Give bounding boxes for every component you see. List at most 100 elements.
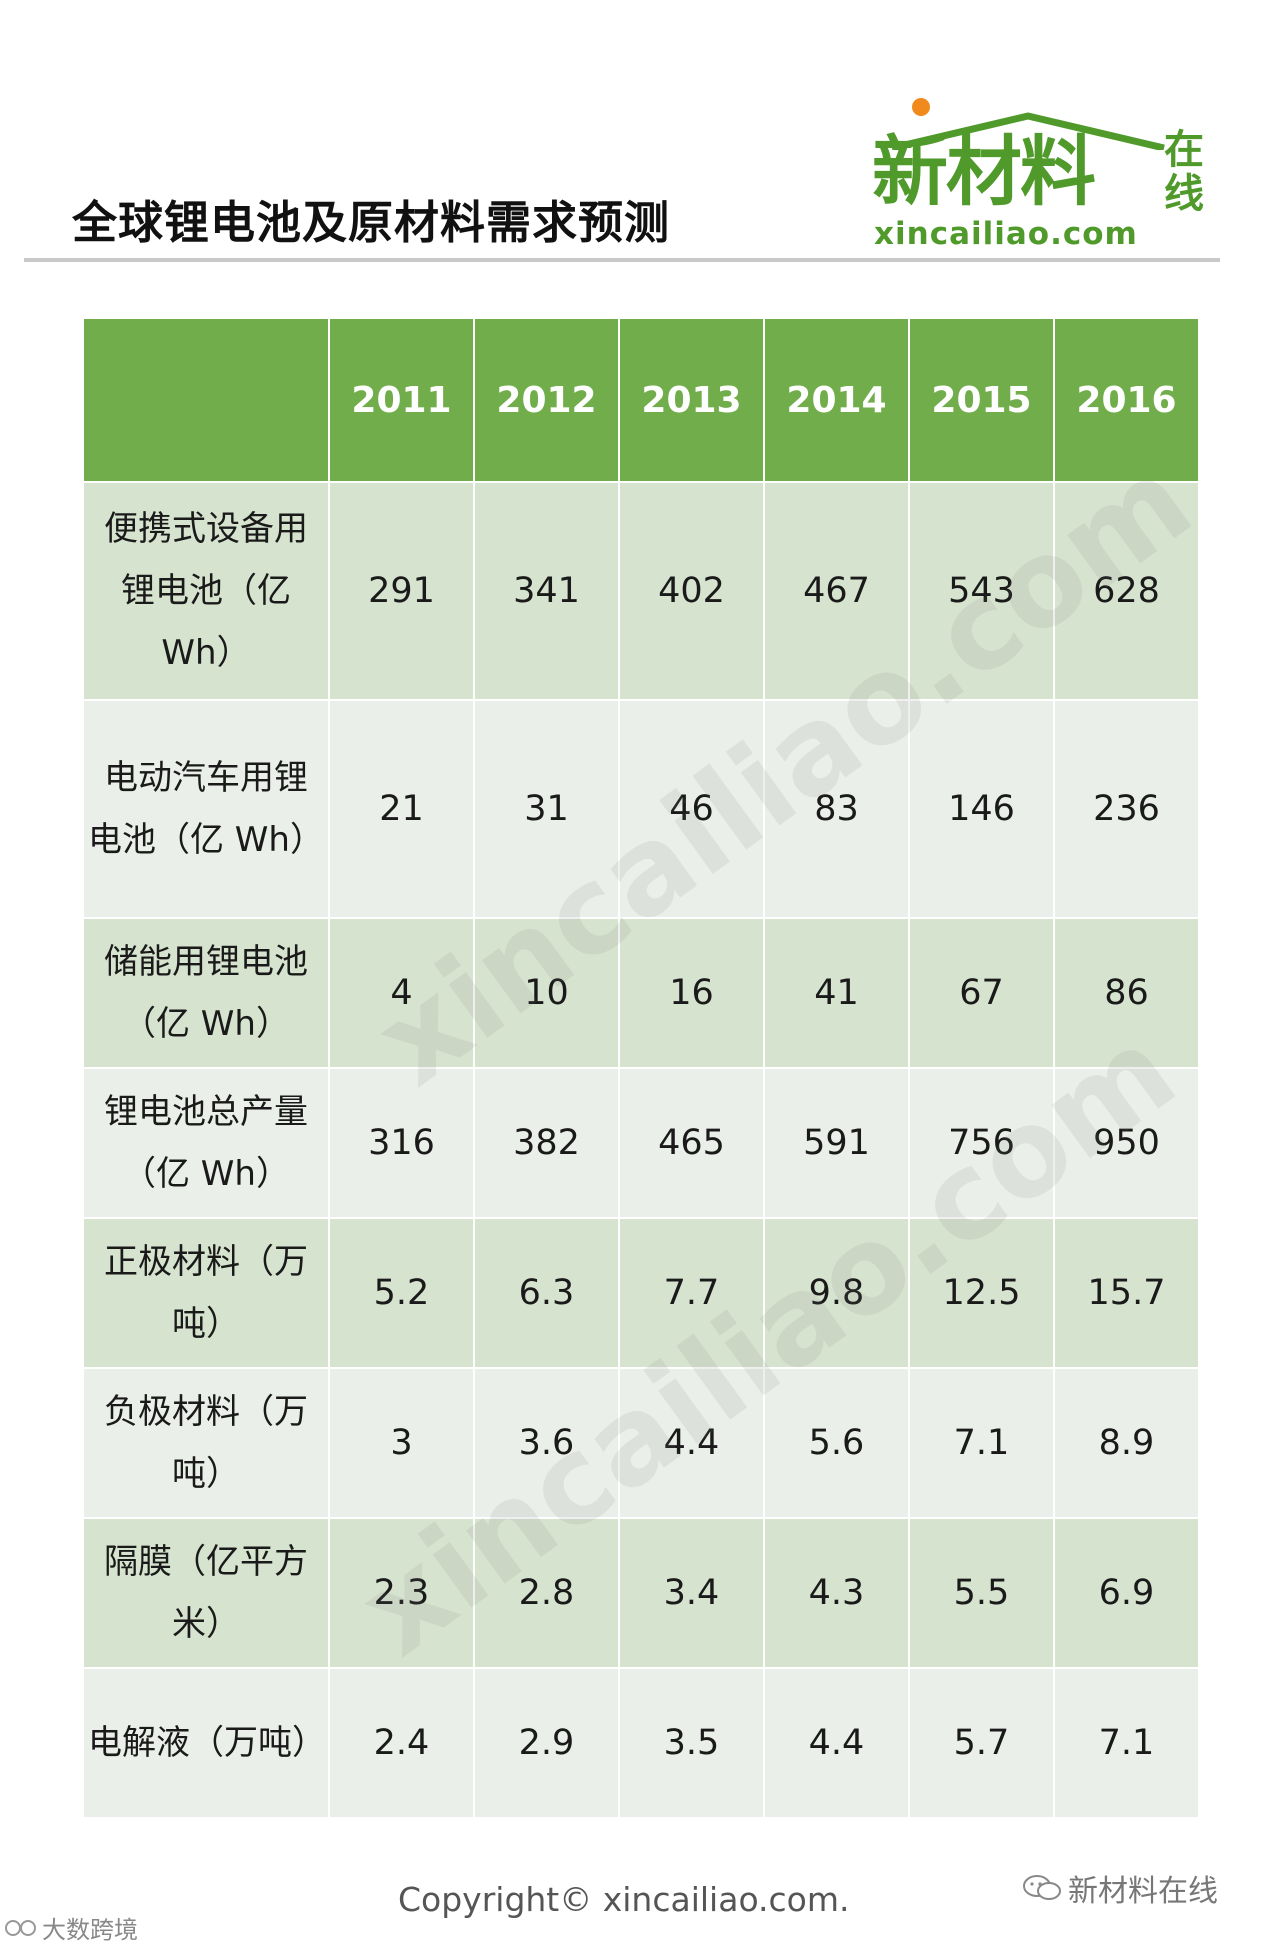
table-cell: 5.2 — [328, 1217, 475, 1369]
row-label-line: 电解液（万吨） — [88, 1723, 326, 1763]
forecast-table: 2011 2012 2013 2014 2015 2016 便携式设备用 锂电池（… — [82, 317, 1200, 1819]
row-label: 便携式设备用 锂电池（亿 Wh） — [82, 481, 330, 701]
table-cell: 756 — [908, 1067, 1055, 1219]
table-cell: 6.9 — [1053, 1517, 1200, 1669]
table-cell: 16 — [618, 917, 765, 1069]
header-cell — [82, 317, 330, 483]
row-label: 锂电池总产量 （亿 Wh） — [82, 1067, 330, 1219]
table-cell: 83 — [763, 699, 910, 919]
table-cell: 591 — [763, 1067, 910, 1219]
header-cell-year: 2014 — [763, 317, 910, 483]
table-row: 负极材料（万 吨） 3 3.6 4.4 5.6 7.1 8.9 — [82, 1367, 1200, 1519]
table-header-row: 2011 2012 2013 2014 2015 2016 — [82, 317, 1200, 483]
row-label-line: Wh） — [161, 633, 251, 673]
roof-icon — [891, 112, 1165, 150]
row-label-line: 锂电池总产量 — [104, 1092, 308, 1132]
table-cell: 67 — [908, 917, 1055, 1069]
table-cell: 341 — [473, 481, 620, 701]
table-cell: 15.7 — [1053, 1217, 1200, 1369]
table-cell: 4.3 — [763, 1517, 910, 1669]
table-cell: 543 — [908, 481, 1055, 701]
logo-side-text: 在线 — [1164, 127, 1204, 217]
wechat-icon — [1023, 1875, 1061, 1900]
page-title: 全球锂电池及原材料需求预测 — [72, 196, 671, 249]
table-row: 储能用锂电池 （亿 Wh） 4 10 16 41 67 86 — [82, 917, 1200, 1069]
table-cell: 6.3 — [473, 1217, 620, 1369]
table-cell: 31 — [473, 699, 620, 919]
table-cell: 382 — [473, 1067, 620, 1219]
brand-logo: 新材料 在线 xincailiao.com — [868, 92, 1208, 252]
table-row: 锂电池总产量 （亿 Wh） 316 382 465 591 756 950 — [82, 1067, 1200, 1219]
table-cell: 5.6 — [763, 1367, 910, 1519]
table-cell: 8.9 — [1053, 1367, 1200, 1519]
table-cell: 2.3 — [328, 1517, 475, 1669]
row-label: 电动汽车用锂 电池（亿 Wh） — [82, 699, 330, 919]
header-cell-year: 2016 — [1053, 317, 1200, 483]
row-label-line: 电池（亿 Wh） — [88, 820, 324, 860]
header-cell-year: 2012 — [473, 317, 620, 483]
table-cell: 467 — [763, 481, 910, 701]
table-cell: 9.8 — [763, 1217, 910, 1369]
table-cell: 5.7 — [908, 1667, 1055, 1819]
row-label-line: 正极材料（万 — [104, 1242, 308, 1282]
source-logo-icon — [5, 1919, 36, 1936]
table-row: 电动汽车用锂 电池（亿 Wh） 21 31 46 83 146 236 — [82, 699, 1200, 919]
row-label: 电解液（万吨） — [82, 1667, 330, 1819]
table-cell: 10 — [473, 917, 620, 1069]
logo-domain: xincailiao.com — [874, 216, 1138, 252]
table-cell: 2.8 — [473, 1517, 620, 1669]
table-cell: 465 — [618, 1067, 765, 1219]
table-row: 隔膜（亿平方 米） 2.3 2.8 3.4 4.3 5.5 6.9 — [82, 1517, 1200, 1669]
source-name: 大数跨境 — [42, 1916, 138, 1944]
row-label-line: 储能用锂电池 — [104, 942, 308, 982]
table-cell: 3.5 — [618, 1667, 765, 1819]
table-cell: 402 — [618, 481, 765, 701]
row-label-line: 吨） — [172, 1304, 240, 1344]
table-cell: 3.6 — [473, 1367, 620, 1519]
logo-cn-text: 新材料 — [872, 127, 1096, 216]
header-cell-year: 2011 — [328, 317, 475, 483]
table-cell: 628 — [1053, 481, 1200, 701]
row-label: 隔膜（亿平方 米） — [82, 1517, 330, 1669]
row-label-line: 吨） — [172, 1454, 240, 1494]
row-label-line: 便携式设备用 — [104, 509, 308, 549]
table-cell: 41 — [763, 917, 910, 1069]
table-row: 正极材料（万 吨） 5.2 6.3 7.7 9.8 12.5 15.7 — [82, 1217, 1200, 1369]
row-label: 储能用锂电池 （亿 Wh） — [82, 917, 330, 1069]
table-cell: 7.7 — [618, 1217, 765, 1369]
row-label: 正极材料（万 吨） — [82, 1217, 330, 1369]
forecast-table-wrap: 2011 2012 2013 2014 2015 2016 便携式设备用 锂电池（… — [82, 317, 1200, 1819]
table-cell: 146 — [908, 699, 1055, 919]
copyright-text: Copyright© xincailiao.com. — [398, 1880, 850, 1919]
table-cell: 7.1 — [908, 1367, 1055, 1519]
row-label-line: 负极材料（万 — [104, 1392, 308, 1432]
table-cell: 4 — [328, 917, 475, 1069]
row-label-line: 电动汽车用锂 — [104, 758, 308, 798]
table-cell: 12.5 — [908, 1217, 1055, 1369]
table-cell: 3.4 — [618, 1517, 765, 1669]
table-cell: 236 — [1053, 699, 1200, 919]
table-cell: 2.4 — [328, 1667, 475, 1819]
table-cell: 4.4 — [763, 1667, 910, 1819]
table-cell: 5.5 — [908, 1517, 1055, 1669]
table-cell: 7.1 — [1053, 1667, 1200, 1819]
table-row: 电解液（万吨） 2.4 2.9 3.5 4.4 5.7 7.1 — [82, 1667, 1200, 1819]
row-label-line: 锂电池（亿 — [121, 571, 291, 611]
table-cell: 316 — [328, 1067, 475, 1219]
row-label-line: 米） — [172, 1604, 240, 1644]
account-name: 新材料在线 — [1068, 1874, 1218, 1909]
table-cell: 21 — [328, 699, 475, 919]
row-label-line: （亿 Wh） — [122, 1004, 290, 1044]
row-label-line: （亿 Wh） — [122, 1154, 290, 1194]
table-cell: 4.4 — [618, 1367, 765, 1519]
row-label: 负极材料（万 吨） — [82, 1367, 330, 1519]
source-mark: 大数跨境 — [4, 1910, 138, 1945]
title-divider — [24, 258, 1220, 262]
table-row: 便携式设备用 锂电池（亿 Wh） 291 341 402 467 543 628 — [82, 481, 1200, 701]
header-cell-year: 2013 — [618, 317, 765, 483]
table-cell: 46 — [618, 699, 765, 919]
sun-dot-icon — [912, 98, 930, 116]
header-cell-year: 2015 — [908, 317, 1055, 483]
table-cell: 2.9 — [473, 1667, 620, 1819]
table-cell: 950 — [1053, 1067, 1200, 1219]
